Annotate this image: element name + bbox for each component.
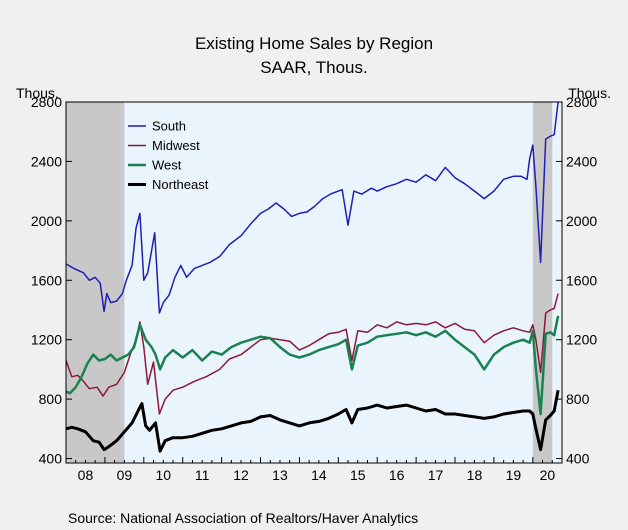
series-line-south [65,101,559,314]
x-tick-label: 13 [272,467,288,483]
y-tick-label-right: 1600 [566,272,597,288]
y-tick-label-left: 400 [39,451,63,467]
x-tick-label: 17 [428,467,444,483]
x-tick-label: 15 [350,467,366,483]
x-tick-label: 16 [389,467,405,483]
recession-band [532,102,553,463]
y-axis-label-left: Thous. [16,85,59,101]
y-tick-label-right: 2800 [566,94,597,110]
series-line-northeast [65,389,560,453]
y-tick-label-left: 2400 [31,153,62,169]
axis-ticks: 400 800 1200 1600 2000 2400 2800 400 800 1200 1600… [31,94,598,483]
x-tick-label: 20 [540,467,556,483]
x-tick-label: 18 [467,467,483,483]
recession-band [66,102,125,463]
series-lines [65,101,560,453]
x-tick-label: 19 [506,467,522,483]
plot-frame [65,101,563,464]
x-tick-label: 12 [233,467,249,483]
legend-label-northeast: Northeast [152,177,209,192]
y-tick-label-right: 800 [566,391,590,407]
y-tick-label-right: 1200 [566,332,597,348]
legend-label-midwest: Midwest [152,138,200,153]
legend: South Midwest West Northeast [128,119,209,192]
y-tick-label-left: 800 [39,391,63,407]
plot-background [66,102,562,463]
y-axis-label-right: Thous. [568,85,611,101]
recession-bands [66,102,553,463]
y-tick-label-left: 1200 [31,332,62,348]
y-tick-label-right: 2400 [566,153,597,169]
y-tick-label-left: 2000 [31,213,62,229]
plot-area: 400 800 1200 1600 2000 2400 2800 400 800 1200 1600… [31,94,598,483]
y-tick-label-right: 2000 [566,213,597,229]
y-tick-label-left: 2800 [31,94,62,110]
x-tick-label: 14 [311,467,327,483]
legend-label-south: South [152,119,186,134]
source-note: Source: National Association of Realtors… [68,510,418,526]
chart-subtitle: SAAR, Thous. [260,58,367,77]
x-tick-label: 08 [78,467,94,483]
y-tick-label-left: 1600 [31,272,62,288]
chart-title: Existing Home Sales by Region [195,34,433,53]
series-line-west [65,315,560,416]
legend-label-west: West [152,158,182,173]
x-tick-label: 09 [117,467,133,483]
x-tick-label: 10 [155,467,171,483]
x-tick-label: 11 [195,467,210,483]
y-tick-label-right: 400 [566,451,590,467]
